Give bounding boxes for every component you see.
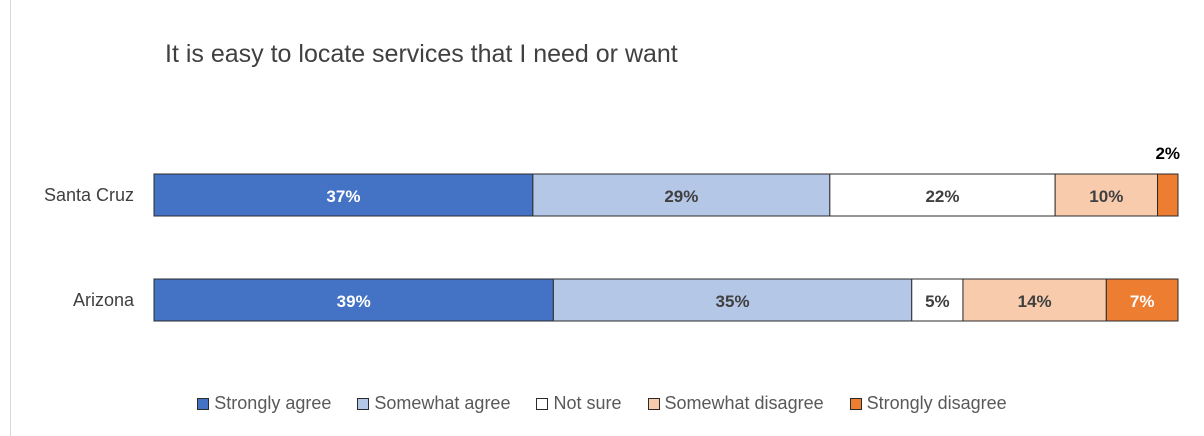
bar-arizona-somewhat-agree xyxy=(552,278,913,322)
legend-swatch-not-sure xyxy=(536,397,549,410)
bar-santa-cruz-somewhat-disagree xyxy=(1054,173,1159,217)
legend-swatch-somewhat-agree xyxy=(357,397,370,410)
bar-santa-cruz-strongly-disagree xyxy=(1157,173,1179,217)
legend-item-strongly-agree: Strongly agree xyxy=(197,393,331,414)
bar-arizona-strongly-disagree xyxy=(1105,278,1179,322)
bar-arizona-strongly-agree xyxy=(153,278,554,322)
data-label-santa-cruz-not-sure: 22% xyxy=(925,187,959,206)
data-label-santa-cruz-strongly-disagree: 2% xyxy=(1155,144,1180,163)
data-label-arizona-somewhat-disagree: 14% xyxy=(1018,292,1052,311)
legend-swatch-strongly-agree xyxy=(197,397,210,410)
data-label-arizona-strongly-agree: 39% xyxy=(337,292,371,311)
legend-item-not-sure: Not sure xyxy=(536,393,622,414)
chart-title: It is easy to locate services that I nee… xyxy=(165,40,678,68)
bar-arizona-somewhat-disagree xyxy=(962,278,1107,322)
left-divider xyxy=(10,0,11,436)
bar-santa-cruz-strongly-agree xyxy=(153,173,534,217)
bar-santa-cruz-not-sure xyxy=(829,173,1056,217)
legend-label-somewhat-agree: Somewhat agree xyxy=(374,393,511,413)
legend-label-not-sure: Not sure xyxy=(553,393,622,413)
legend-item-strongly-disagree: Strongly disagree xyxy=(849,393,1007,414)
data-label-santa-cruz-somewhat-agree: 29% xyxy=(664,187,698,206)
legend-item-somewhat-agree: Somewhat agree xyxy=(357,393,510,414)
data-label-santa-cruz-strongly-agree: 37% xyxy=(326,187,360,206)
legend: Strongly agree Somewhat agree Not sure Some… xyxy=(0,393,1204,414)
legend-swatch-somewhat-disagree xyxy=(647,397,660,410)
data-label-arizona-not-sure: 5% xyxy=(925,292,950,311)
data-label-arizona-strongly-disagree: 7% xyxy=(1130,292,1155,311)
legend-label-strongly-disagree: Strongly disagree xyxy=(866,393,1007,413)
legend-swatch-strongly-disagree xyxy=(849,397,862,410)
legend-label-somewhat-disagree: Somewhat disagree xyxy=(664,393,824,413)
legend-item-somewhat-disagree: Somewhat disagree xyxy=(647,393,824,414)
category-label-santa-cruz: Santa Cruz xyxy=(44,185,134,205)
bar-arizona-not-sure xyxy=(911,278,964,322)
legend-label-strongly-agree: Strongly agree xyxy=(214,393,332,413)
category-label-arizona: Arizona xyxy=(73,290,135,310)
data-label-arizona-somewhat-agree: 35% xyxy=(716,292,750,311)
data-label-santa-cruz-somewhat-disagree: 10% xyxy=(1089,187,1123,206)
